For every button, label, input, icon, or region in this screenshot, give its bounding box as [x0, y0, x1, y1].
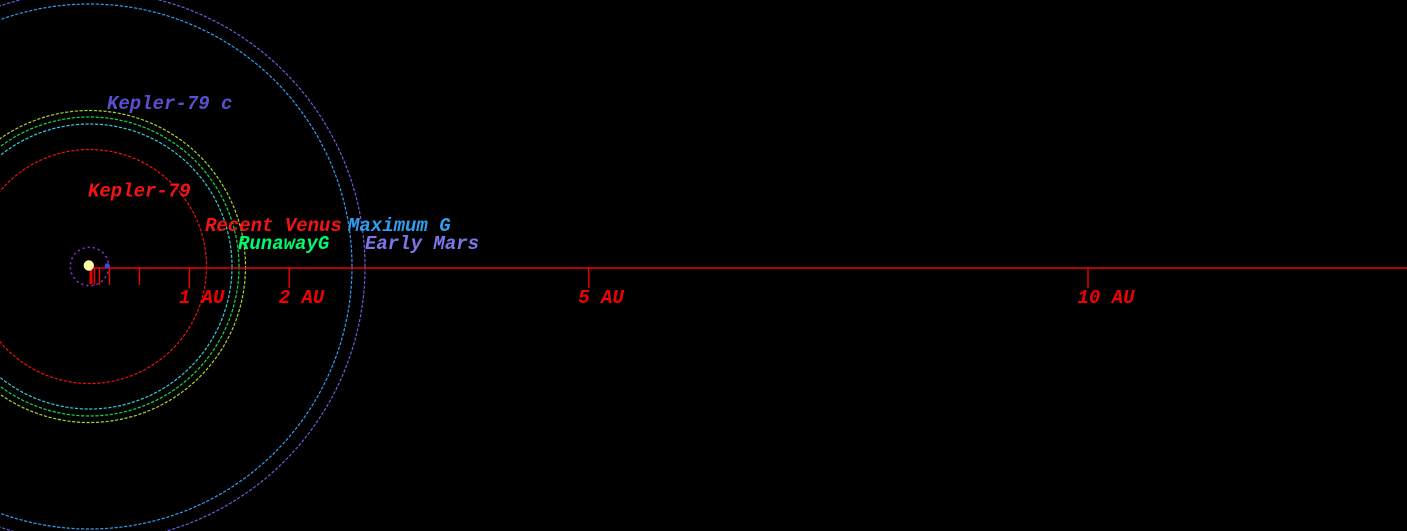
axis-tick-label-10au: 10 AU: [1078, 287, 1136, 309]
hz-runaway-greenhouse-circle: [0, 116, 240, 417]
hz-maximum-greenhouse-circle: [0, 3, 353, 530]
label-recent-venus: Recent Venus: [205, 215, 342, 237]
label-kepler-79: Kepler-79: [88, 181, 191, 203]
axis-tick-label-2au: 2 AU: [279, 287, 325, 309]
hz-inner-turquoise-circle: [0, 123, 233, 410]
axis-tick-label-5au: 5 AU: [578, 287, 624, 309]
star-kepler-79: [83, 260, 95, 271]
planet-kepler-79-c: [104, 263, 111, 269]
label-runaway-g: RunawayG: [238, 233, 330, 255]
hz-early-mars-circle: [0, 0, 366, 531]
label-kepler-79-c: Kepler-79 c: [107, 93, 232, 115]
label-maximum-g: Maximum G: [347, 215, 451, 237]
hz-inner-yellowgreen-circle: [0, 109, 247, 424]
label-early-mars: Early Mars: [365, 233, 479, 255]
hz-recent-venus-circle: [0, 148, 208, 385]
axis-tick-label-1au: 1 AU: [179, 287, 225, 309]
